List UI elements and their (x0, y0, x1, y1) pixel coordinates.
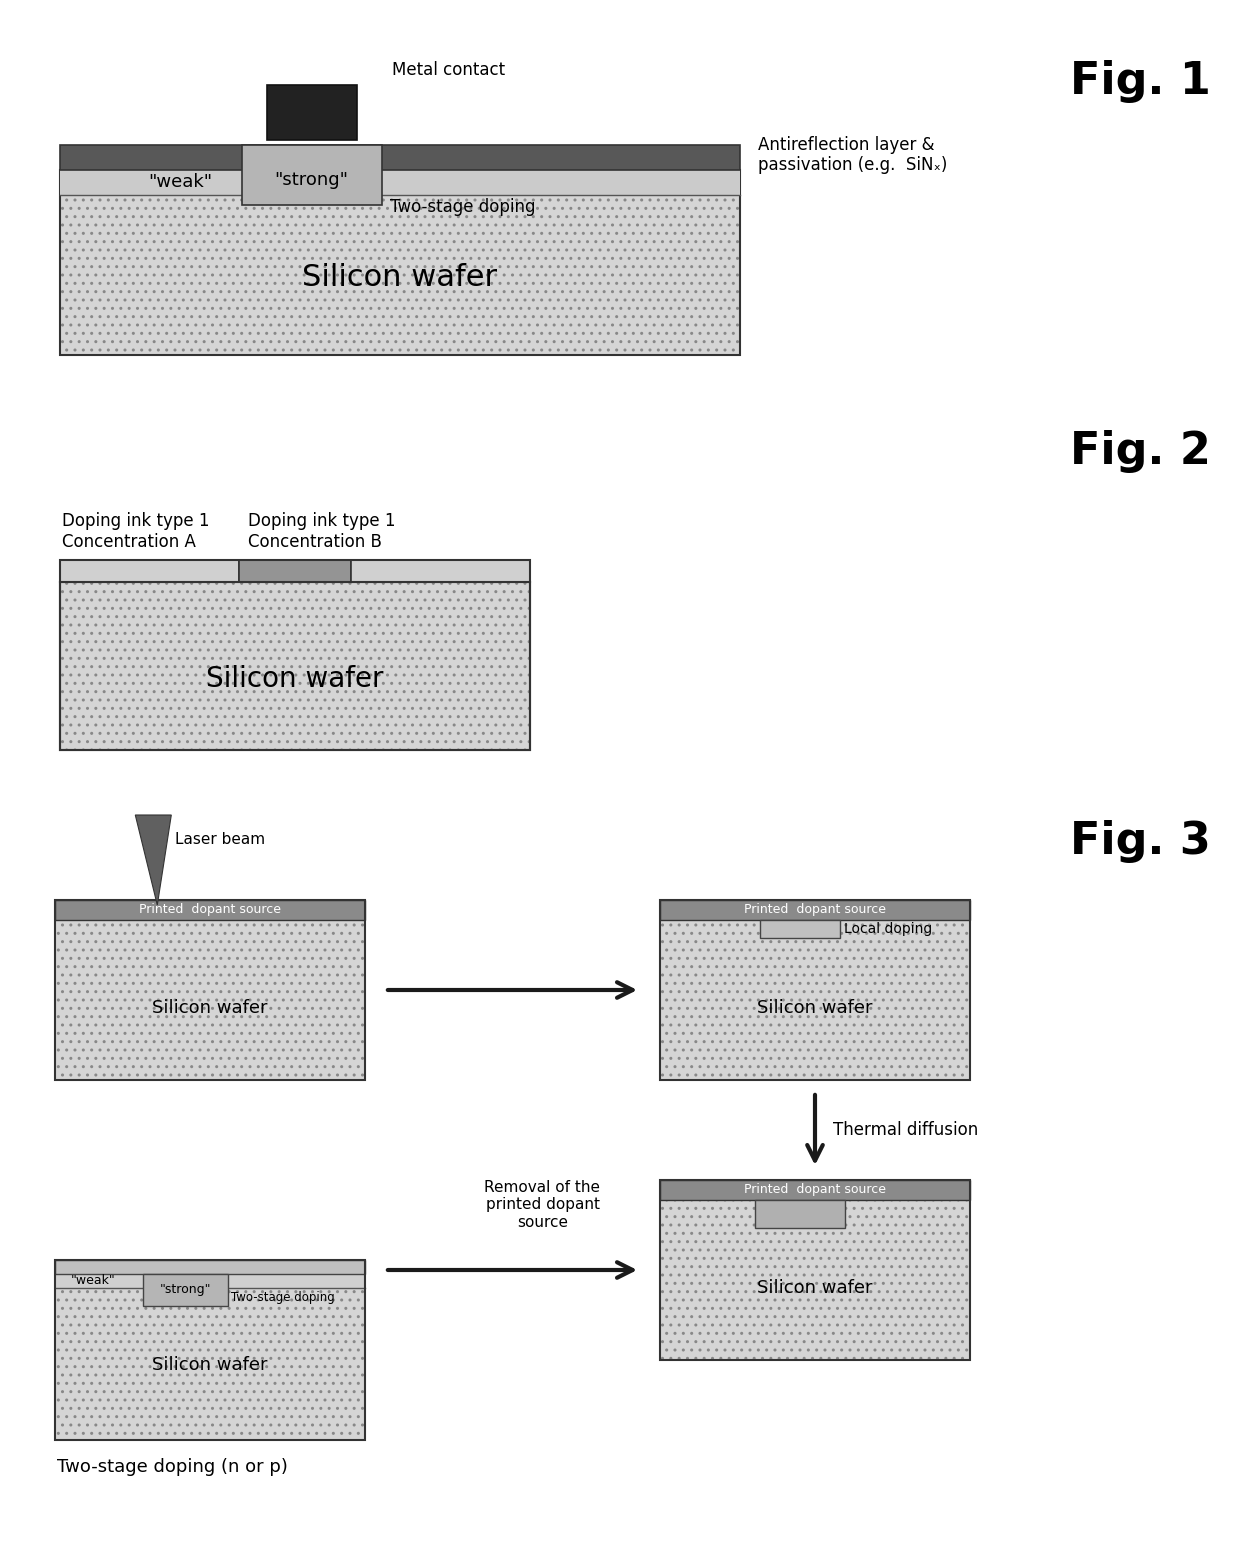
Bar (660, 920, 970, 1081)
Text: Doping ink type 1
Concentration B: Doping ink type 1 Concentration B (248, 512, 396, 550)
Text: "strong": "strong" (274, 172, 348, 189)
Text: Thermal diffusion: Thermal diffusion (833, 1121, 978, 1139)
Text: Laser beam: Laser beam (175, 832, 265, 847)
Bar (660, 900, 970, 920)
Bar (754, 1200, 844, 1228)
Bar (759, 920, 839, 938)
Bar (660, 900, 970, 1081)
Bar (60, 170, 740, 356)
Text: Fig. 2: Fig. 2 (1070, 430, 1210, 473)
Bar (238, 560, 351, 581)
Text: Silicon wafer: Silicon wafer (206, 665, 383, 694)
Bar (660, 1200, 970, 1360)
Text: "strong": "strong" (160, 1283, 211, 1297)
Text: Silicon wafer: Silicon wafer (153, 999, 268, 1017)
Text: Two-stage doping: Two-stage doping (389, 198, 536, 216)
Bar (55, 1274, 365, 1288)
Bar (55, 1260, 365, 1439)
Text: "weak": "weak" (148, 173, 212, 192)
Text: Doping ink type 1
Concentration A: Doping ink type 1 Concentration A (62, 512, 210, 550)
Bar (55, 900, 365, 920)
Polygon shape (135, 815, 171, 904)
Text: "weak": "weak" (71, 1274, 115, 1288)
Text: Printed  dopant source: Printed dopant source (744, 903, 887, 917)
Text: Two-stage doping: Two-stage doping (231, 1291, 335, 1305)
Text: Printed  dopant source: Printed dopant source (744, 1184, 887, 1197)
Text: Removal of the
printed dopant
source: Removal of the printed dopant source (485, 1180, 600, 1229)
Text: Metal contact: Metal contact (392, 60, 505, 79)
Text: Fig. 3: Fig. 3 (1070, 819, 1210, 863)
Bar (242, 145, 382, 206)
Bar (55, 920, 365, 1081)
Bar (60, 170, 740, 195)
Bar (55, 1274, 365, 1439)
Text: Silicon wafer: Silicon wafer (303, 263, 497, 292)
Bar (267, 85, 357, 141)
Bar (60, 581, 529, 750)
Bar (60, 560, 529, 750)
Bar (143, 1274, 228, 1306)
Bar (660, 1180, 970, 1360)
Bar (55, 900, 365, 1081)
Bar (60, 145, 740, 170)
Text: Silicon wafer: Silicon wafer (758, 999, 873, 1017)
Bar (60, 581, 529, 750)
Bar (660, 1180, 970, 1200)
Bar (351, 560, 529, 581)
Text: Antireflection layer &
passivation (e.g.  SiNₓ): Antireflection layer & passivation (e.g.… (758, 136, 947, 175)
Bar (60, 560, 238, 581)
Text: Local doping: Local doping (844, 921, 932, 935)
Text: Silicon wafer: Silicon wafer (153, 1356, 268, 1374)
Bar (55, 1260, 365, 1274)
Bar (60, 170, 740, 356)
Text: Two-stage doping (n or p): Two-stage doping (n or p) (57, 1458, 288, 1476)
Text: Silicon wafer: Silicon wafer (758, 1279, 873, 1297)
Text: Printed  dopant source: Printed dopant source (139, 903, 281, 917)
Text: Fig. 1: Fig. 1 (1070, 60, 1210, 104)
